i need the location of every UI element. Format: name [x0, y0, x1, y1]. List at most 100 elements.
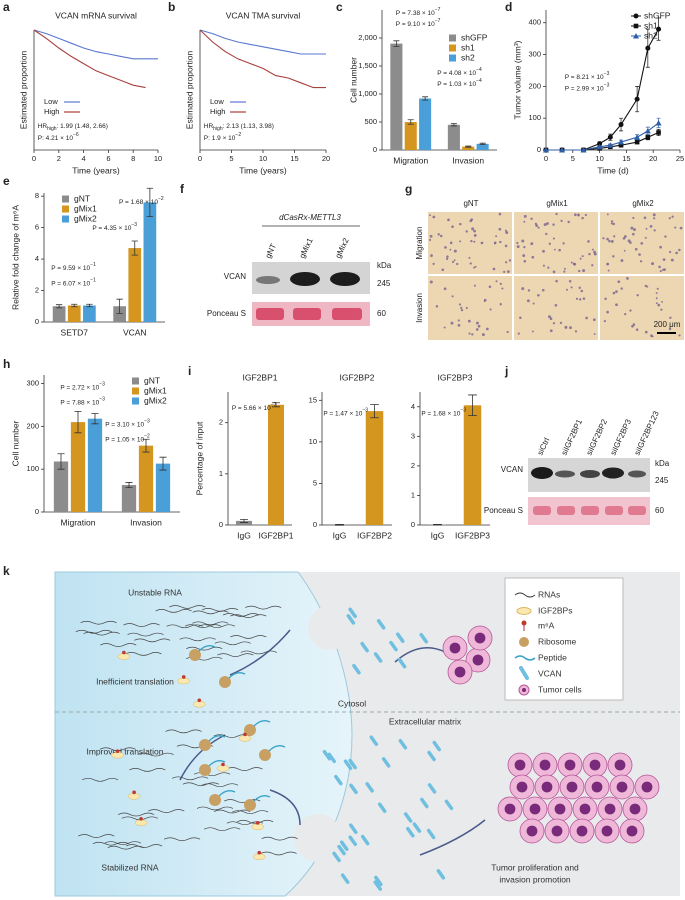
cell-dot [617, 280, 621, 284]
cell-dot [429, 280, 433, 284]
annotation-part: −3 [144, 419, 150, 425]
x-tick-label: 8 [131, 154, 135, 163]
cell-dot [474, 265, 477, 268]
marker [618, 139, 625, 145]
annotation: P = 1.47 × 10−3 [323, 408, 368, 417]
annotation-part: P = 8.21 × 10 [565, 74, 604, 81]
cell-dot [521, 239, 525, 243]
line [199, 29, 326, 55]
cell-dot [457, 324, 461, 327]
annotation-part: −2 [158, 196, 164, 202]
x-tick-label: 15 [622, 154, 630, 163]
annotation: P = 1.68 × 10−3 [421, 408, 466, 417]
rna [201, 783, 239, 788]
cell-dot [430, 254, 433, 257]
legend-label: RNAs [538, 589, 560, 599]
cell-dot [634, 247, 638, 251]
y-tick-label: 2 [35, 286, 39, 295]
bar [155, 463, 171, 512]
vcan [340, 873, 350, 884]
cell-dot [449, 241, 453, 245]
marker [580, 147, 587, 153]
column-label: gMix1 [546, 199, 568, 208]
annotation: P = 9.59 × 10−1 [51, 262, 96, 271]
ribosome [244, 799, 256, 811]
diagram-label: Tumor proliferation and [491, 862, 579, 872]
vcan [349, 823, 358, 834]
lane-label: siIGF2BP1 [560, 417, 585, 456]
cell-dot [498, 227, 502, 231]
arrow [229, 629, 291, 676]
x-tick-label: 20 [649, 154, 657, 163]
cell-dot [629, 241, 632, 244]
x-axis-label: Time (years) [72, 165, 120, 175]
rna [155, 609, 192, 613]
unit-label: kDa [377, 261, 392, 270]
annotation-part: : 1.99 (1.48, 2.66) [57, 123, 108, 130]
cell-dot [475, 328, 479, 331]
row-label: VCAN [224, 272, 246, 281]
peptide [218, 790, 236, 797]
annotation-part: −3 [604, 83, 610, 89]
igf2bp [111, 751, 124, 759]
cell-dot [504, 229, 507, 232]
bar [53, 461, 69, 512]
annotation: P = 2.72 × 10−3 [60, 382, 105, 391]
annotation-part: P [204, 135, 208, 142]
diagram-label: Extracellular matrix [389, 716, 462, 726]
cell-dot [432, 215, 436, 219]
y-tick-label: 3 [411, 431, 415, 440]
annotation-part: P = 4.08 × 10 [437, 70, 476, 77]
tumor-nucleus [551, 825, 563, 837]
blot-band [555, 470, 575, 478]
panel-letter: f [180, 182, 185, 196]
legend-icon [516, 607, 532, 615]
bar [113, 306, 126, 322]
lane-label: gMix1 [298, 236, 315, 260]
ponceau-band [581, 506, 599, 515]
cell-dot [610, 220, 614, 223]
cell-dot [499, 303, 502, 306]
x-tick-label: IgG [431, 530, 445, 540]
annotation-part: HR [38, 123, 48, 130]
cell-dot [471, 227, 475, 231]
blot-band [531, 467, 553, 479]
y-axis-label: Percentage of input [194, 421, 204, 495]
legend-swatch [62, 205, 69, 213]
x-tick-label: 5 [229, 154, 233, 163]
marker [543, 147, 549, 153]
legend-swatch [449, 34, 456, 42]
ponceau-band [605, 506, 623, 515]
y-tick-label: 1,000 [358, 89, 377, 98]
blot-band [330, 272, 360, 286]
cell-dot [588, 252, 591, 256]
igf2bp [117, 653, 131, 660]
cell-dot [564, 325, 568, 329]
cell-dot [456, 262, 459, 266]
cell-dot [593, 333, 596, 335]
cell-dot [615, 303, 618, 307]
error-bar [131, 240, 138, 256]
size-label: 245 [655, 476, 669, 485]
cell-dot [569, 326, 572, 330]
row-label: VCAN [501, 465, 523, 474]
legend-label: shGFP [644, 10, 671, 20]
cell-dot [555, 279, 558, 283]
x-tick-label: 4 [82, 154, 86, 163]
rna [230, 635, 267, 639]
chart: c 0 500 1,000 1,500 2,000 Migration Invasion Cel… [336, 0, 497, 165]
cell-dot [547, 266, 550, 269]
y-tick-label: 400 [528, 18, 541, 27]
chart-title: VCAN TMA survival [226, 10, 301, 20]
rna [226, 767, 263, 771]
cell-dot [577, 213, 580, 216]
vcan [432, 740, 441, 752]
annotation-part: P = 7.38 × 10 [396, 10, 435, 17]
legend-swatch [132, 387, 139, 395]
annotation-part: P = 9.59 × 10 [51, 265, 90, 272]
diagram-decoration [75, 605, 660, 891]
tumor-nucleus [504, 803, 516, 815]
rna [196, 806, 234, 811]
vcan [403, 812, 413, 823]
